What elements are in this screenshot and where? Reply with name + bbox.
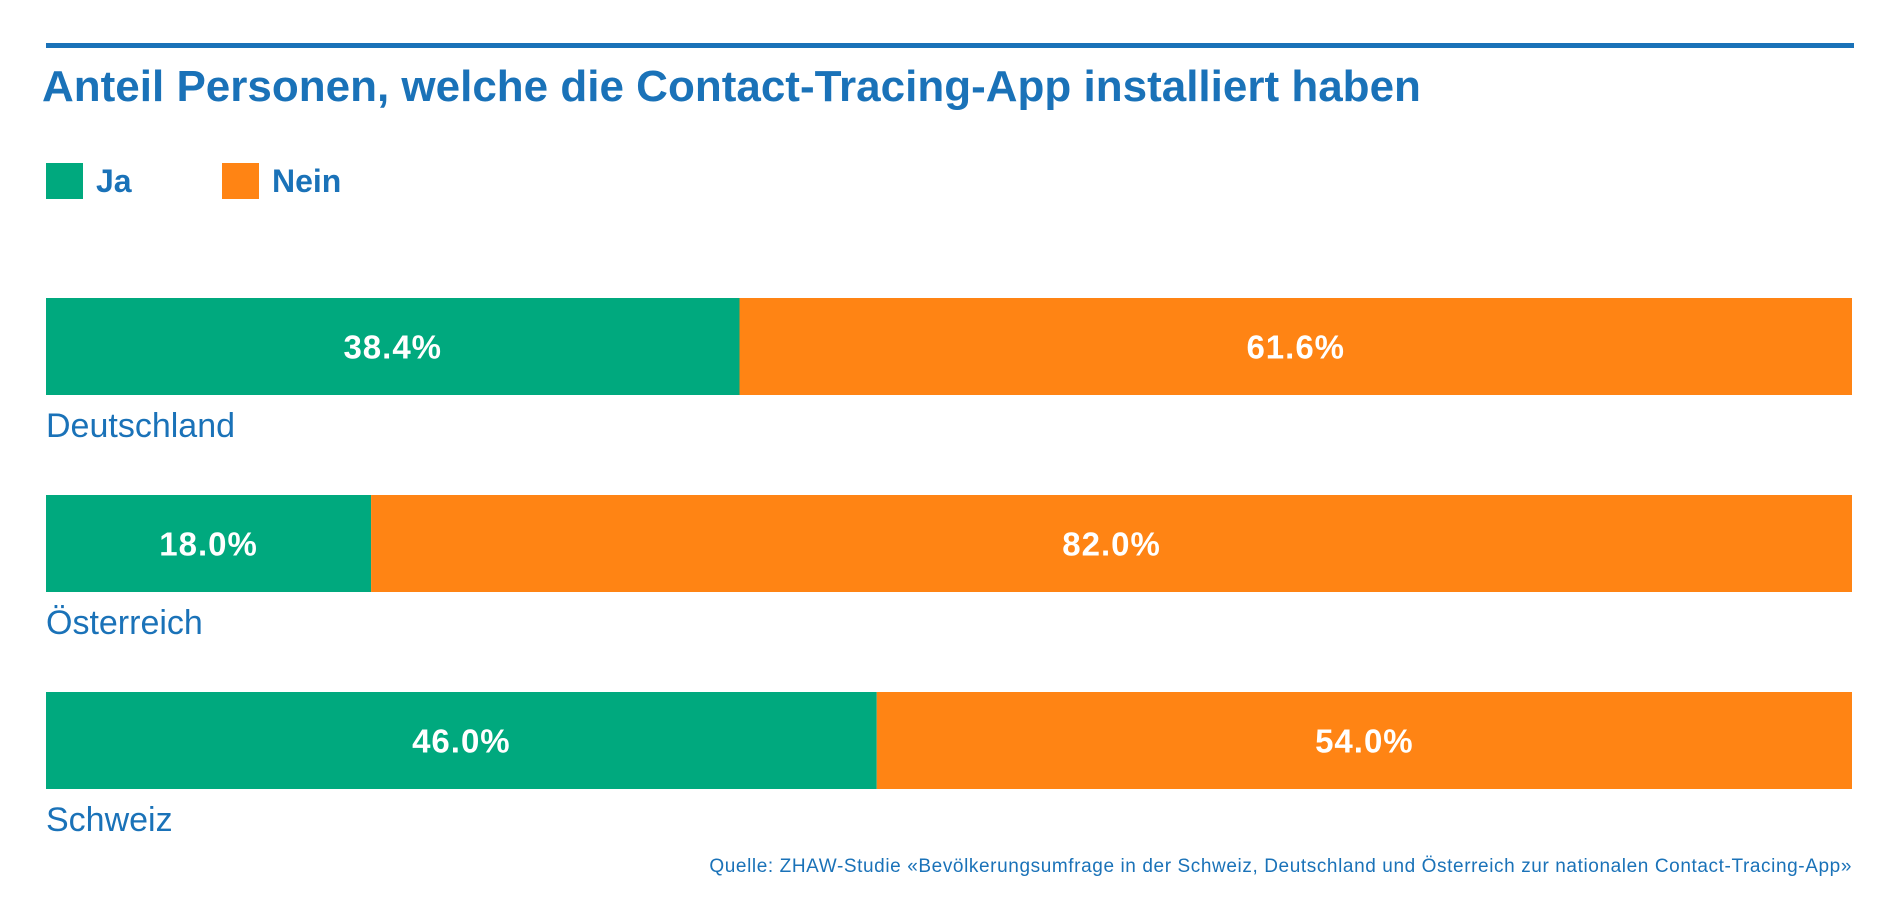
bar-value-label-ja-1: 18.0%	[159, 526, 258, 563]
category-label-0: Deutschland	[46, 407, 235, 445]
category-label-1: Österreich	[46, 604, 203, 642]
chart-title: Anteil Personen, welche die Contact-Trac…	[42, 62, 1421, 111]
legend-label-ja: Ja	[96, 163, 132, 199]
bar-ja-0	[46, 298, 740, 395]
category-label-2: Schweiz	[46, 801, 173, 839]
bar-ja-1	[46, 495, 372, 592]
bar-nein-2	[876, 692, 1852, 789]
source-note: Quelle: ZHAW-Studie «Bevölkerungsumfrage…	[709, 856, 1852, 877]
bar-group-schweiz: 46.0% 54.0% Schweiz	[46, 692, 1852, 839]
bar-nein-1	[371, 495, 1853, 592]
legend-swatch-nein	[222, 163, 259, 199]
bar-ja-2	[46, 692, 877, 789]
bar-group--sterreich: 18.0% 82.0% Österreich	[46, 495, 1853, 642]
bar-value-label-ja-0: 38.4%	[343, 329, 442, 366]
legend-swatch-ja	[46, 163, 83, 199]
bar-value-label-nein-0: 61.6%	[1246, 329, 1345, 366]
bar-value-label-nein-1: 82.0%	[1062, 526, 1161, 563]
bar-value-label-nein-2: 54.0%	[1315, 723, 1414, 760]
bar-value-label-ja-2: 46.0%	[412, 723, 511, 760]
legend-label-nein: Nein	[272, 163, 342, 199]
top-rule	[46, 43, 1854, 48]
bar-nein-0	[739, 298, 1852, 395]
bar-group-deutschland: 38.4% 61.6% Deutschland	[46, 298, 1852, 445]
